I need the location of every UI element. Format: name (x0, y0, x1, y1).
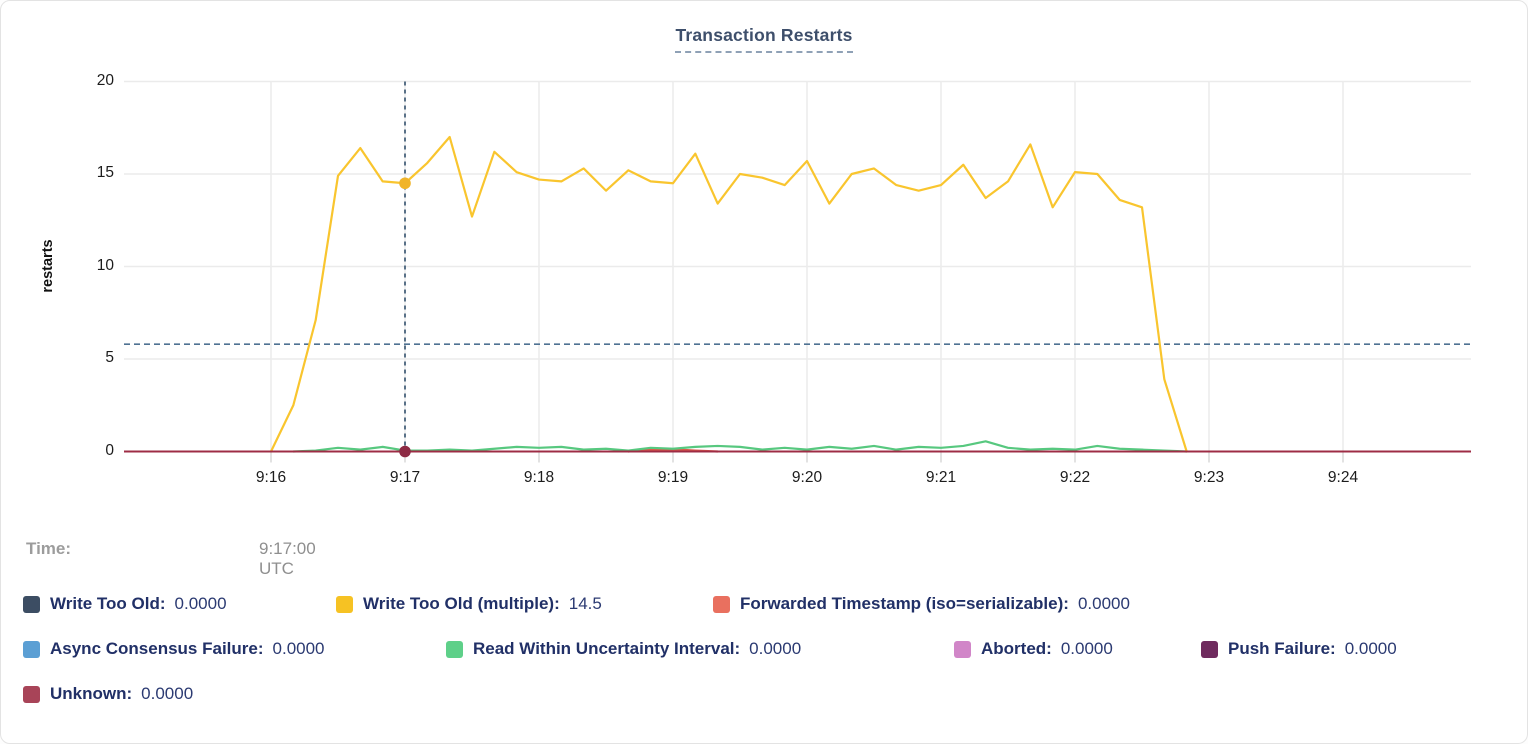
x-tick-label: 9:18 (523, 469, 555, 486)
x-tick-label: 9:19 (657, 469, 689, 486)
chart-title[interactable]: Transaction Restarts (675, 25, 853, 53)
legend-swatch-async-consensus-failure (23, 640, 40, 658)
legend-value: 0.0000 (1344, 639, 1397, 658)
legend-value: 0.0000 (749, 639, 802, 658)
legend-swatch-aborted (954, 640, 971, 658)
legend-label: Write Too Old (multiple): (363, 594, 560, 613)
x-tick-label: 9:20 (791, 469, 823, 486)
legend-label: Forwarded Timestamp (iso=serializable): (740, 594, 1069, 613)
hover-time-label: Time: (26, 539, 72, 558)
chart-title-wrap: Transaction Restarts (1, 25, 1527, 53)
legend-item-read-within-uncertainty-interval: Read Within Uncertainty Interval: 0.0000 (446, 638, 801, 660)
legend-item-forwarded-timestamp-iso-serializable: Forwarded Timestamp (iso=serializable): 0… (713, 593, 1130, 615)
x-tick-label: 9:24 (1327, 469, 1359, 486)
y-tick-label: 15 (96, 164, 114, 181)
legend-label: Read Within Uncertainty Interval: (473, 639, 741, 658)
chart-plot-area[interactable] (124, 76, 1471, 456)
x-tick-label: 9:21 (925, 469, 957, 486)
series-line-write-too-old-multiple (269, 135, 1188, 453)
y-tick-label: 5 (105, 349, 114, 366)
legend-label: Aborted: (981, 639, 1052, 658)
legend-item-aborted: Aborted: 0.0000 (954, 638, 1113, 660)
legend-value: 0.0000 (1077, 594, 1130, 613)
legend-value: 0.0000 (1060, 639, 1113, 658)
x-tick-label: 9:23 (1193, 469, 1225, 486)
y-tick-label: 20 (96, 71, 114, 89)
y-tick-label: 0 (105, 441, 114, 459)
legend-swatch-push-failure (1201, 640, 1218, 658)
legend-item-unknown: Unknown: 0.0000 (23, 683, 193, 705)
legend-item-async-consensus-failure: Async Consensus Failure: 0.0000 (23, 638, 325, 660)
legend-label: Unknown: (50, 684, 133, 703)
legend-value: 0.0000 (272, 639, 325, 658)
series-line-read-within-uncertainty-interval (292, 440, 1188, 453)
legend-swatch-write-too-old-multiple (336, 595, 353, 613)
legend-item-write-too-old: Write Too Old: 0.0000 (23, 593, 227, 615)
y-tick-label: 10 (96, 256, 114, 274)
hover-dot-write-too-old-multiple (399, 177, 411, 190)
legend-item-push-failure: Push Failure: 0.0000 (1201, 638, 1397, 660)
legend-value: 0.0000 (174, 594, 227, 613)
x-tick-label: 9:17 (389, 469, 421, 486)
legend-label: Push Failure: (1228, 639, 1336, 658)
legend-swatch-forwarded-timestamp-iso-serializable (713, 595, 730, 613)
legend-swatch-write-too-old (23, 595, 40, 613)
hover-dot-unknown (399, 445, 411, 458)
legend-label: Write Too Old: (50, 594, 166, 613)
x-tick-label: 9:22 (1059, 469, 1091, 486)
legend-label: Async Consensus Failure: (50, 639, 264, 658)
legend-swatch-read-within-uncertainty-interval (446, 640, 463, 658)
legend-item-write-too-old-multiple: Write Too Old (multiple): 14.5 (336, 593, 602, 615)
legend-value: 0.0000 (141, 684, 194, 703)
chart-plot (124, 80, 1471, 463)
hover-time-value: 9:17:00 UTC (259, 539, 316, 578)
legend-swatch-unknown (23, 685, 40, 703)
x-tick-label: 9:16 (255, 469, 287, 486)
legend-value: 14.5 (568, 594, 602, 613)
